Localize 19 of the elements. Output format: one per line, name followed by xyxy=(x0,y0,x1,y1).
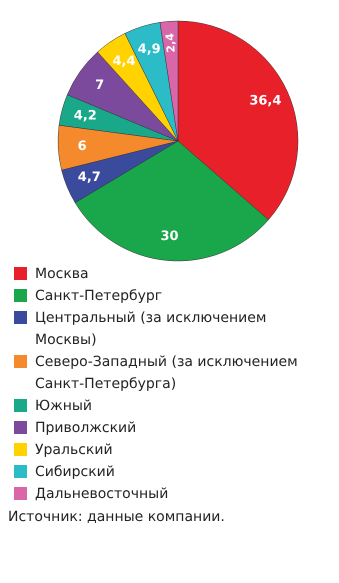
legend-label: Москва xyxy=(35,265,89,284)
data-label: 4,2 xyxy=(74,108,97,124)
data-label: 4,4 xyxy=(112,54,136,70)
legend-label: Уральский xyxy=(35,441,113,460)
legend-label: Санкт-Петербург xyxy=(35,287,162,306)
data-label: 30 xyxy=(160,229,179,244)
data-label: 36,4 xyxy=(249,94,282,109)
data-label: 4,7 xyxy=(78,170,101,186)
legend-label: Центральный (за исключением Москвы) xyxy=(35,309,268,350)
legend-label: Северо-Западный (за исключением Санкт-Петербурга) xyxy=(35,353,299,394)
legend-label: Приволжский xyxy=(35,419,136,438)
text: Источник: данные компании. xyxy=(8,509,226,525)
data-label: 2,4 xyxy=(163,32,178,54)
data-label: 7 xyxy=(95,78,104,94)
data-label: 6 xyxy=(78,138,87,154)
legend-label: Сибирский xyxy=(35,463,115,482)
legend-label: Южный xyxy=(35,397,92,416)
data-label: 4,9 xyxy=(138,42,161,57)
legend-label: Дальневосточный xyxy=(35,485,168,504)
